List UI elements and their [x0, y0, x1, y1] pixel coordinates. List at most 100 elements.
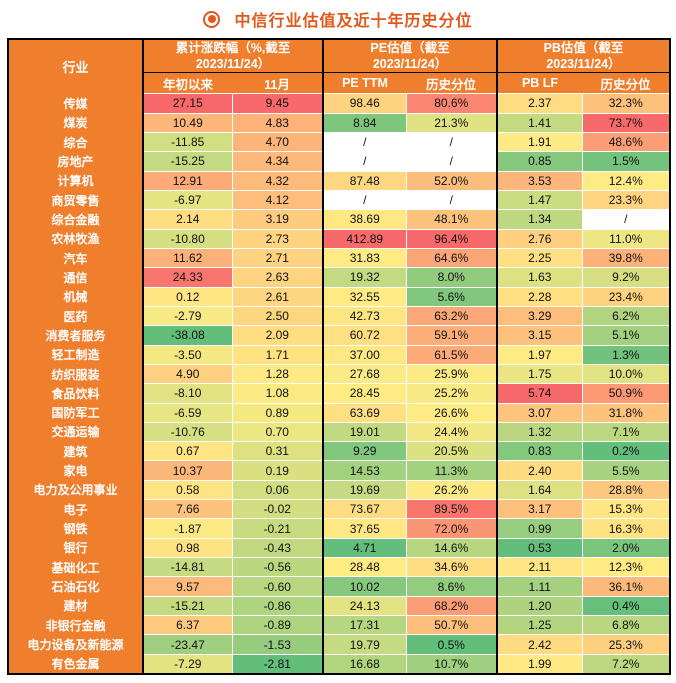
- value-cell: 0.12: [142, 286, 233, 307]
- value-cell: 32.3%: [581, 93, 671, 114]
- value-cell: 11.0%: [581, 228, 671, 249]
- industry-cell: 家电: [8, 460, 144, 481]
- value-cell: 50.7%: [405, 615, 498, 636]
- value-cell: 6.37: [142, 615, 233, 636]
- value-cell: 27.68: [322, 363, 407, 385]
- value-cell: 34.6%: [405, 557, 498, 578]
- value-cell: 3.53: [496, 170, 583, 191]
- value-cell: 73.67: [322, 499, 407, 520]
- value-cell: 16.68: [322, 653, 407, 675]
- value-cell: 10.0%: [581, 363, 671, 385]
- table-row: 电子 7.66 -0.02 73.67 89.5% 3.17 15.3%: [8, 499, 671, 520]
- value-cell: 7.2%: [581, 653, 671, 675]
- sub-header-0-1: 11月: [232, 72, 323, 94]
- value-cell: 7.66: [142, 499, 233, 520]
- value-cell: 6.8%: [581, 615, 671, 636]
- value-cell: 12.3%: [581, 557, 671, 578]
- value-cell: 2.14: [142, 209, 233, 230]
- value-cell: 19.69: [322, 479, 407, 501]
- table-row: 银行 0.98 -0.43 4.71 14.6% 0.53 2.0%: [8, 537, 671, 559]
- value-cell: 0.06: [231, 479, 324, 501]
- value-cell: 0.98: [142, 537, 233, 559]
- value-cell: 28.48: [322, 557, 407, 578]
- table-row: 非银行金融 6.37 -0.89 17.31 50.7% 1.25 6.8%: [8, 615, 671, 636]
- value-cell: 8.84: [322, 112, 407, 133]
- value-cell: /: [322, 131, 407, 153]
- table-row: 煤炭 10.49 4.83 8.84 21.3% 1.41 73.7%: [8, 112, 671, 133]
- sub-header-2-1: 历史分位: [582, 72, 670, 94]
- value-cell: 2.25: [496, 247, 583, 269]
- table-row: 消费者服务 -38.08 2.09 60.72 59.1% 3.15 5.1%: [8, 325, 671, 346]
- table-row: 轻工制造 -3.50 1.71 37.00 61.5% 1.97 1.3%: [8, 344, 671, 365]
- value-cell: 1.99: [496, 653, 583, 675]
- industry-cell: 有色金属: [8, 653, 144, 675]
- table-row: 钢铁 -1.87 -0.21 37.65 72.0% 0.99 16.3%: [8, 518, 671, 539]
- value-cell: 2.28: [496, 286, 583, 307]
- value-cell: 0.70: [231, 421, 324, 443]
- value-cell: 9.57: [142, 576, 233, 597]
- value-cell: -7.29: [142, 653, 233, 675]
- sub-header-1-1: 历史分位: [406, 72, 497, 94]
- industry-cell: 国防军工: [8, 402, 144, 423]
- industry-column-header: 行业: [8, 39, 144, 94]
- valuation-table: 行业 累计涨跌幅（%,截至 2023/11/24） PE估值（截至 2023/11/24…: [7, 38, 671, 675]
- value-cell: 24.33: [142, 267, 233, 288]
- value-cell: 1.08: [231, 383, 324, 404]
- value-cell: -8.10: [142, 383, 233, 404]
- value-cell: 20.5%: [405, 441, 498, 462]
- table-body: 传媒 27.15 9.45 98.46 80.6% 2.37 32.3% 煤炭 10.49 4.8…: [8, 93, 671, 675]
- value-cell: 42.73: [322, 305, 407, 327]
- value-cell: 15.3%: [581, 499, 671, 520]
- value-cell: 23.3%: [581, 189, 671, 211]
- table-row: 食品饮料 -8.10 1.08 28.45 25.2% 5.74 50.9%: [8, 383, 671, 404]
- value-cell: -38.08: [142, 325, 233, 346]
- value-cell: -15.21: [142, 595, 233, 617]
- industry-cell: 电力及公用事业: [8, 479, 144, 501]
- value-cell: 4.71: [322, 537, 407, 559]
- value-cell: 25.3%: [581, 634, 671, 655]
- value-cell: 2.11: [496, 557, 583, 578]
- value-cell: 1.32: [496, 421, 583, 443]
- industry-cell: 纺织服装: [8, 363, 144, 385]
- value-cell: 5.5%: [581, 460, 671, 481]
- value-cell: 9.45: [231, 93, 324, 114]
- industry-cell: 煤炭: [8, 112, 144, 133]
- value-cell: 2.37: [496, 93, 583, 114]
- industry-cell: 银行: [8, 537, 144, 559]
- value-cell: 10.49: [142, 112, 233, 133]
- value-cell: 14.53: [322, 460, 407, 481]
- value-cell: 1.5%: [581, 151, 671, 172]
- value-cell: 25.9%: [405, 363, 498, 385]
- value-cell: 61.5%: [405, 344, 498, 365]
- value-cell: 87.48: [322, 170, 407, 191]
- table-row: 农林牧渔 -10.80 2.73 412.89 96.4% 2.76 11.0%: [8, 228, 671, 249]
- value-cell: 0.31: [231, 441, 324, 462]
- value-cell: 2.76: [496, 228, 583, 249]
- value-cell: 3.19: [231, 209, 324, 230]
- value-cell: 0.5%: [405, 634, 498, 655]
- value-cell: -2.81: [231, 653, 324, 675]
- table-row: 综合金融 2.14 3.19 38.69 48.1% 1.34/: [8, 209, 671, 230]
- value-cell: 89.5%: [405, 499, 498, 520]
- value-cell: 19.32: [322, 267, 407, 288]
- value-cell: -2.79: [142, 305, 233, 327]
- value-cell: 4.70: [231, 131, 324, 153]
- value-cell: 23.4%: [581, 286, 671, 307]
- value-cell: 8.0%: [405, 267, 498, 288]
- value-cell: 38.69: [322, 209, 407, 230]
- table-row: 建材 -15.21 -0.86 24.13 68.2% 1.20 0.4%: [8, 595, 671, 617]
- value-cell: 3.17: [496, 499, 583, 520]
- value-cell: -6.97: [142, 189, 233, 211]
- value-cell: 2.73: [231, 228, 324, 249]
- table-row: 有色金属 -7.29 -2.81 16.68 10.7% 1.99 7.2%: [8, 653, 671, 675]
- value-cell: 31.8%: [581, 402, 671, 423]
- table-row: 家电 10.37 0.19 14.53 11.3% 2.40 5.5%: [8, 460, 671, 481]
- value-cell: 14.6%: [405, 537, 498, 559]
- value-cell: 24.4%: [405, 421, 498, 443]
- value-cell: 2.40: [496, 460, 583, 481]
- value-cell: 26.6%: [405, 402, 498, 423]
- value-cell: 2.63: [231, 267, 324, 288]
- value-cell: 1.41: [496, 112, 583, 133]
- industry-cell: 轻工制造: [8, 344, 144, 365]
